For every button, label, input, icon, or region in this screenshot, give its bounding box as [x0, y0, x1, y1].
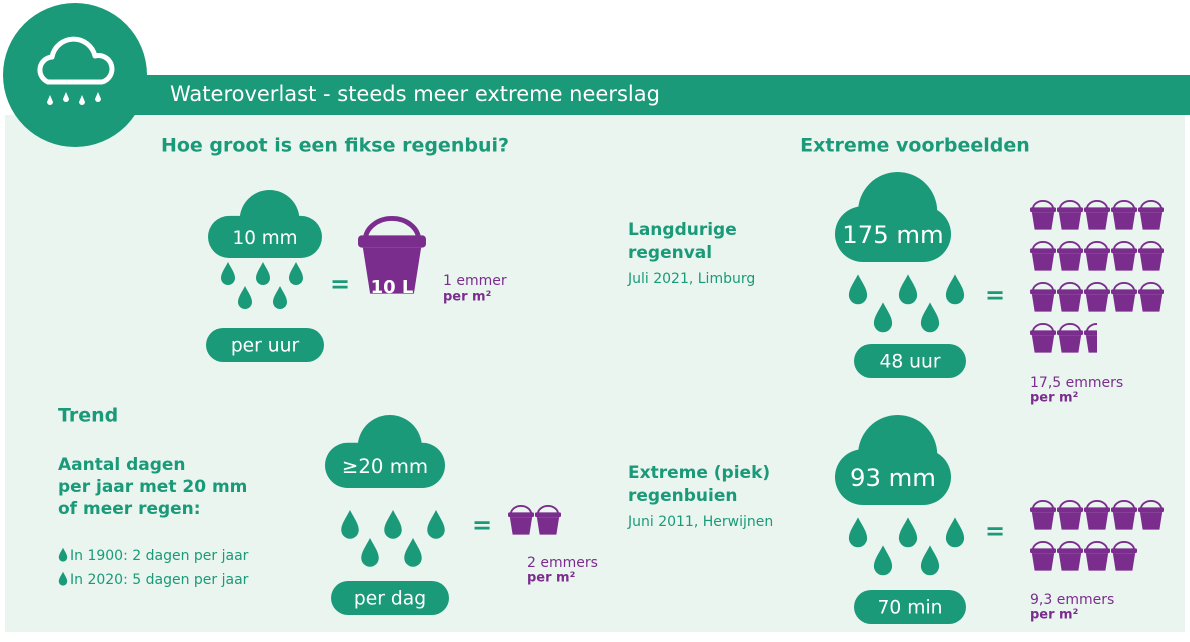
panel: [5, 115, 1185, 632]
drop: [945, 274, 965, 305]
pill-label: 70 min: [878, 598, 943, 619]
equals: =: [330, 270, 350, 298]
bucket-count: 2 emmers: [527, 555, 598, 571]
equals: =: [985, 281, 1005, 309]
section-title: Trend: [58, 405, 118, 427]
drop: [58, 547, 68, 562]
bucket-count: 17,5 emmers: [1030, 375, 1123, 391]
question-line: Aantal dagen: [58, 455, 186, 475]
drop: [920, 302, 940, 333]
drop: [384, 510, 402, 539]
equals: =: [985, 517, 1005, 545]
pill-label: per dag: [354, 589, 426, 610]
bucket-label: 10 L: [371, 277, 414, 298]
cloud: [835, 206, 951, 262]
pill-label: per uur: [231, 336, 300, 357]
cloud-label: 93 mm: [850, 463, 936, 492]
drop: [873, 545, 893, 576]
logo-drops: [47, 92, 101, 105]
cloud-label: 175 mm: [842, 220, 943, 249]
section-title: Extreme voorbeelden: [800, 135, 1030, 157]
bucket-unit: per m²: [1030, 608, 1078, 623]
drop: [848, 517, 868, 548]
pill: [331, 581, 449, 615]
cloud-label: 10 mm: [233, 228, 298, 249]
cloud: [835, 449, 951, 505]
example-date: Juni 2011, Herwijnen: [627, 514, 773, 530]
question-line: of meer regen:: [58, 499, 201, 519]
header-title: Wateroverlast - steeds meer extreme neer…: [170, 82, 660, 106]
bucket-unit: per m²: [443, 290, 491, 305]
example-name: regenbuien: [628, 486, 737, 506]
cloud: [208, 215, 322, 258]
bucket-unit: per m²: [1030, 391, 1078, 406]
drop: [221, 262, 235, 285]
question-line: per jaar met 20 mm: [58, 477, 247, 497]
example-name: Extreme (piek): [628, 463, 770, 483]
drop: [58, 571, 68, 586]
drop: [427, 510, 445, 539]
drop: [361, 538, 379, 567]
logo-circle: [3, 3, 147, 147]
drop: [404, 538, 422, 567]
drop: [920, 545, 940, 576]
example-date: Juli 2021, Limburg: [627, 271, 755, 287]
example-name: Langdurige: [628, 220, 737, 240]
logo-cloud: [37, 36, 115, 85]
pill: [206, 328, 324, 362]
drop: [945, 517, 965, 548]
header-bar: [90, 75, 1190, 115]
pill: [854, 590, 966, 624]
equals: =: [472, 511, 492, 539]
cloud: [325, 442, 445, 488]
cloud-label: ≥20 mm: [342, 455, 428, 478]
pill: [854, 344, 966, 378]
drop: [238, 286, 252, 309]
pill-label: 48 uur: [879, 352, 940, 373]
drop: [898, 517, 918, 548]
drop: [341, 510, 359, 539]
drop: [273, 286, 287, 309]
drop: [848, 274, 868, 305]
drop: [898, 274, 918, 305]
trend-item: In 1900: 2 dagen per jaar: [70, 548, 249, 564]
drop: [873, 302, 893, 333]
drop: [289, 262, 303, 285]
section-title: Hoe groot is een fikse regenbui?: [161, 135, 509, 157]
example-name: regenval: [628, 243, 712, 263]
bucket-count: 1 emmer: [443, 273, 507, 289]
bucket-unit: per m²: [527, 571, 575, 586]
bucket-count: 9,3 emmers: [1030, 592, 1114, 608]
trend-item: In 2020: 5 dagen per jaar: [70, 572, 249, 588]
drop: [256, 262, 270, 285]
